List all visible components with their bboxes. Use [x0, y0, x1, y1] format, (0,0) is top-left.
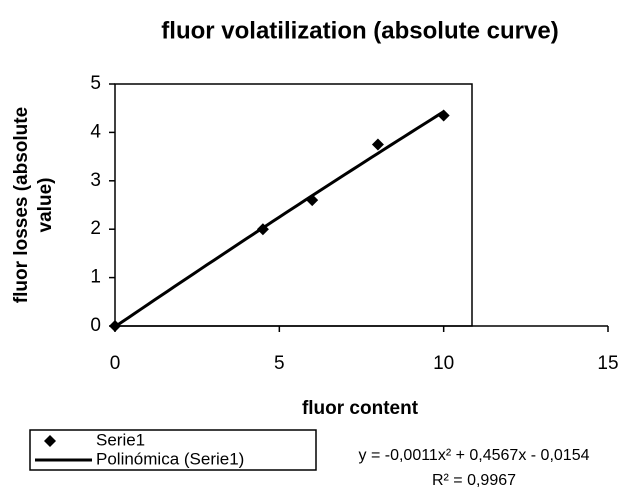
- trendline-r2: R² = 0,9967: [432, 472, 516, 489]
- y-tick-label: 0: [90, 315, 101, 336]
- x-tick-label: 10: [433, 353, 454, 374]
- trendline: [114, 110, 445, 329]
- y-axis-label-line: value): [35, 178, 56, 233]
- x-tick-label: 5: [274, 353, 285, 374]
- legend-marker: [44, 435, 56, 447]
- x-tick-label: 0: [110, 353, 121, 374]
- y-tick-label: 3: [90, 170, 101, 191]
- data-point: [306, 194, 319, 207]
- y-tick-label: 1: [90, 267, 101, 288]
- data-point: [437, 109, 450, 122]
- x-tick-label: 15: [597, 353, 618, 374]
- legend-label: Polinómica (Serie1): [96, 449, 244, 468]
- y-tick-label: 4: [90, 121, 101, 142]
- y-tick-label: 5: [90, 73, 101, 94]
- y-tick-label: 2: [90, 218, 101, 239]
- y-axis-label-line: fluor losses (absolute: [11, 107, 32, 303]
- data-point: [109, 320, 121, 332]
- legend-box: [29, 429, 317, 471]
- x-axis-label: fluor content: [302, 398, 419, 419]
- y-axis-label: fluor losses (absolute value): [11, 107, 56, 303]
- legend-label: Serie1: [96, 430, 145, 449]
- trendline-equation: y = -0,0011x² + 0,4567x - 0,0154: [359, 447, 590, 464]
- chart-title: fluor volatilization (absolute curve): [161, 17, 558, 44]
- data-point: [256, 223, 269, 236]
- data-point: [371, 138, 384, 151]
